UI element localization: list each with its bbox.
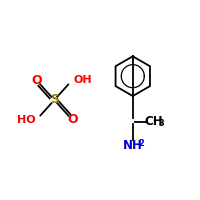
Text: HO: HO xyxy=(17,115,35,125)
Text: 3: 3 xyxy=(158,119,164,128)
Text: NH: NH xyxy=(123,139,143,152)
Text: O: O xyxy=(31,74,42,87)
Text: 2: 2 xyxy=(139,139,145,148)
Text: S: S xyxy=(50,93,59,106)
Text: OH: OH xyxy=(73,75,92,85)
Text: O: O xyxy=(67,113,78,126)
Text: CH: CH xyxy=(144,115,163,128)
